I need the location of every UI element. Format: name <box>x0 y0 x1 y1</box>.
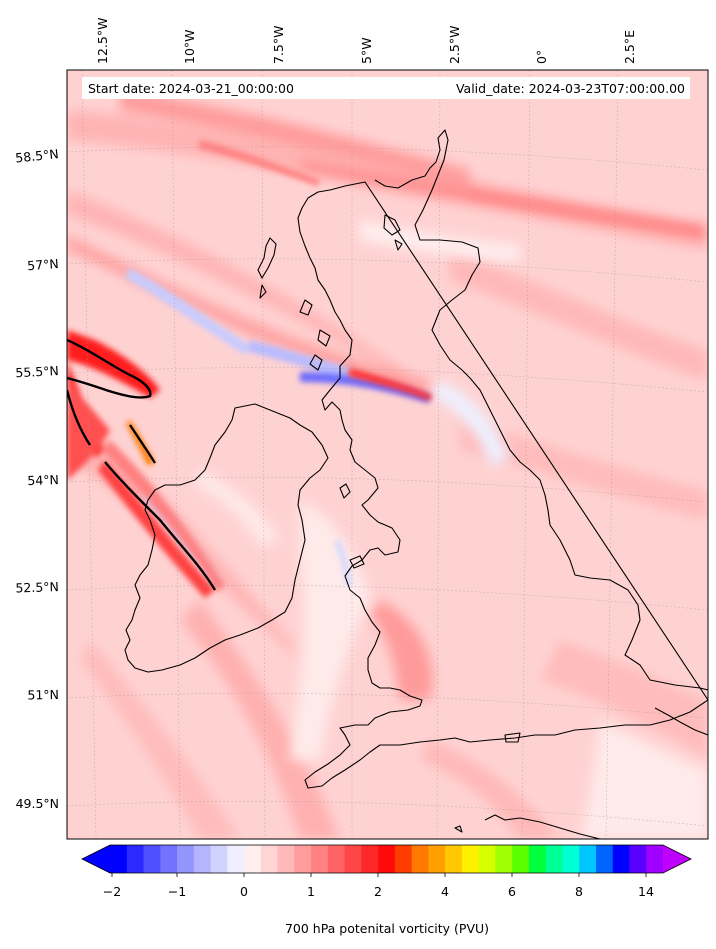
lon-label: 2.5°W <box>447 26 462 65</box>
header-box <box>82 77 690 99</box>
map-panel <box>67 70 708 839</box>
great-britain-coast <box>297 129 708 789</box>
pv-field-light <box>195 220 708 839</box>
colorbar-swatch <box>394 845 413 873</box>
colorbar-swatch <box>629 845 647 873</box>
lat-labels: 58.5°N 57°N 55.5°N 54°N 52.5°N 51°N 49.5… <box>15 146 60 811</box>
lat-label: 51°N <box>27 687 59 703</box>
start-date-label: Start date: 2024-03-21_00:00:00 <box>88 81 294 96</box>
colorbar-outline <box>81 844 692 874</box>
colorbar-swatch <box>244 845 262 873</box>
channel-islands <box>454 825 463 833</box>
colorbar <box>81 844 692 877</box>
colorbar-title: 700 hPa potenital vorticity (PVU) <box>285 921 489 936</box>
colorbar-swatch <box>294 845 312 873</box>
lon-label: 10°W <box>182 29 197 64</box>
pv-field-background <box>67 70 708 839</box>
colorbar-ticks: −2 −1 0 1 2 4 6 8 14 <box>103 884 654 899</box>
outer-hebrides <box>257 237 277 299</box>
valid-date-label: Valid_date: 2024-03-23T07:00:00.00 <box>456 81 685 96</box>
colorbar-tick-label: 8 <box>575 884 583 899</box>
colorbar-swatch <box>478 845 497 873</box>
inner-islands <box>299 299 331 371</box>
lon-label: 7.5°W <box>271 26 286 65</box>
colorbar-swatch <box>528 845 547 873</box>
anglesey <box>349 555 365 569</box>
lon-label: 2.5°E <box>622 30 637 64</box>
colorbar-swatch <box>461 845 480 873</box>
colorbar-tick-label: 2 <box>374 884 382 899</box>
lon-label: 5°W <box>359 37 374 64</box>
colorbar-swatch <box>612 845 631 873</box>
isle-of-wight <box>504 732 521 743</box>
lon-label: 0° <box>534 50 549 64</box>
colorbar-tick-label: −1 <box>168 884 186 899</box>
colorbar-extend-min <box>82 845 110 873</box>
lat-label: 52.5°N <box>15 579 59 596</box>
colorbar-swatch <box>579 845 597 873</box>
colorbar-tick-label: −2 <box>103 884 121 899</box>
colorbar-swatch <box>646 845 664 873</box>
colorbar-swatch <box>445 845 463 873</box>
colorbar-swatch <box>378 845 396 873</box>
colorbar-swatch <box>126 845 145 873</box>
colorbar-swatch <box>495 845 513 873</box>
colorbar-tick-label: 14 <box>638 884 654 899</box>
colorbar-tick-label: 6 <box>508 884 516 899</box>
colorbar-swatch <box>327 845 346 873</box>
colorbar-swatch <box>595 845 614 873</box>
colorbar-tick-label: 0 <box>240 884 248 899</box>
pv-2-contour <box>67 338 217 591</box>
lat-label: 54°N <box>27 472 59 488</box>
colorbar-swatch <box>344 845 362 873</box>
colorbar-swatch <box>411 845 429 873</box>
colorbar-swatch <box>260 845 279 873</box>
graticule <box>67 70 708 839</box>
colorbar-swatch <box>227 845 245 873</box>
colorbar-swatch <box>562 845 580 873</box>
lat-label: 55.5°N <box>15 363 59 380</box>
colorbar-extend-max <box>663 845 691 873</box>
map-frame <box>66 69 709 840</box>
colorbar-swatch <box>277 845 295 873</box>
colorbar-swatch <box>361 845 379 873</box>
colorbar-swatch <box>311 845 329 873</box>
colorbar-swatch <box>512 845 530 873</box>
pv-field-strong <box>67 140 700 598</box>
colorbar-swatch <box>210 845 228 873</box>
colorbar-swatch <box>193 845 212 873</box>
isle-of-man <box>339 483 351 499</box>
lon-label: 12.5°W <box>95 18 110 64</box>
lat-label: 57°N <box>27 256 59 273</box>
colorbar-tick-label: 1 <box>307 884 315 899</box>
colorbar-swatch <box>177 845 195 873</box>
colorbar-swatch <box>545 845 564 873</box>
lon-labels: 12.5°W 10°W 7.5°W 5°W 2.5°W 0° 2.5°E <box>95 18 637 64</box>
france-coast <box>484 707 708 839</box>
colorbar-swatch <box>160 845 178 873</box>
lat-label: 58.5°N <box>15 146 60 165</box>
colorbar-swatch <box>428 845 446 873</box>
lat-label: 49.5°N <box>16 796 59 811</box>
ireland-coast <box>124 403 329 673</box>
northern-isles <box>383 214 403 251</box>
colorbar-tick-label: 4 <box>441 884 449 899</box>
colorbar-swatch <box>143 845 161 873</box>
colorbar-swatch <box>110 845 128 873</box>
coastlines <box>124 129 708 839</box>
